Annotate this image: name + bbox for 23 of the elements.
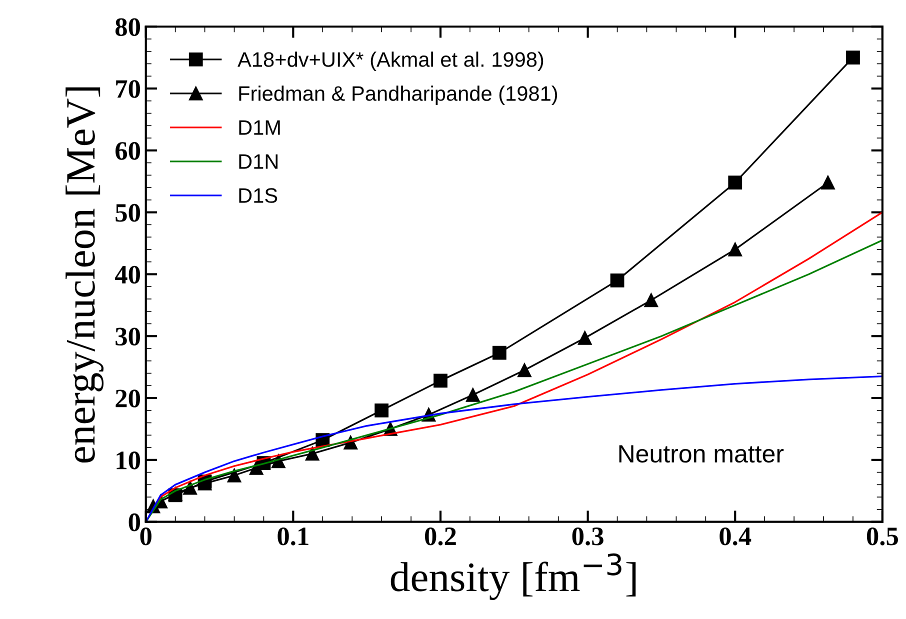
x-tick-label: 0.2 [425, 527, 456, 546]
x-tick-label: 0.5 [866, 527, 898, 546]
y-tick-label: 50 [116, 204, 140, 222]
x-axis-title: density [fm$^{−3}$] [390, 553, 636, 600]
x-tick-label: 0.3 [572, 527, 604, 546]
y-tick-label: 40 [114, 266, 140, 284]
x-tick-label: 0.1 [278, 527, 308, 546]
x-tick-label: 0.4 [720, 527, 752, 546]
legend-label: D1N [239, 154, 278, 169]
y-tick-label: 70 [116, 80, 140, 98]
x-tick-label: 0 [140, 527, 152, 546]
legend-label: Friedman & Pandharipande (1981) [239, 86, 558, 106]
legend-label: A18+dv+UIX* (Akmal et al. 1998) [238, 52, 544, 72]
legend-label: D1S [239, 188, 278, 203]
annotation: Neutron matter [619, 445, 784, 463]
y-tick-label: 80 [115, 18, 140, 36]
y-axis-title: energy/nucleon [MeV] [66, 87, 104, 463]
y-tick-label: 20 [116, 390, 140, 408]
y-tick-label: 60 [116, 142, 140, 160]
y-tick-label: 30 [116, 328, 140, 346]
legend-label: D1M [239, 120, 280, 135]
y-tick-label: 0 [128, 513, 140, 532]
y-tick-label: 10 [116, 452, 140, 470]
